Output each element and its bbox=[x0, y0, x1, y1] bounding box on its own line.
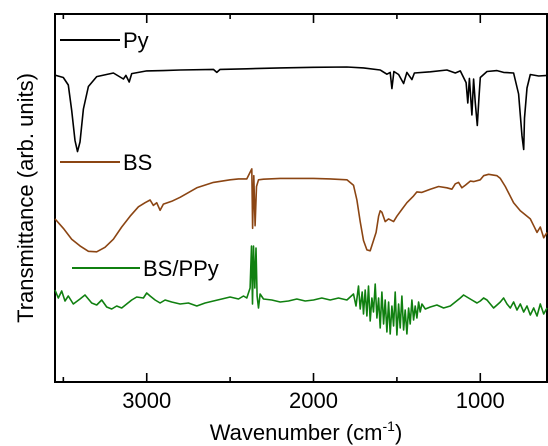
x-tick-label-3000: 3000 bbox=[122, 388, 171, 413]
legend-label-1: BS bbox=[123, 150, 152, 175]
series-line-bs bbox=[54, 168, 548, 253]
spectra-traces bbox=[54, 66, 548, 336]
trace-labels: Py BS BS/PPy bbox=[60, 28, 219, 281]
legend-label-2: BS/PPy bbox=[143, 256, 219, 281]
x-tick-label-2000: 2000 bbox=[289, 388, 338, 413]
x-axis-label-main: Wavenumber (cm bbox=[210, 420, 383, 445]
series-line-py bbox=[54, 66, 548, 153]
x-tick-label-1000: 1000 bbox=[456, 388, 505, 413]
plot-frame bbox=[54, 13, 548, 383]
x-axis-ticks: 3000 2000 1000 bbox=[62, 14, 505, 413]
y-axis-label: Transmittance (arb. units) bbox=[13, 73, 38, 323]
legend-label-0: Py bbox=[123, 28, 149, 53]
x-axis-label: Wavenumber (cm-1) bbox=[210, 418, 403, 445]
x-axis-label-tail: ) bbox=[395, 420, 402, 445]
x-axis-label-superscript: -1 bbox=[383, 418, 396, 434]
series-line-bs-ppy bbox=[54, 245, 548, 336]
